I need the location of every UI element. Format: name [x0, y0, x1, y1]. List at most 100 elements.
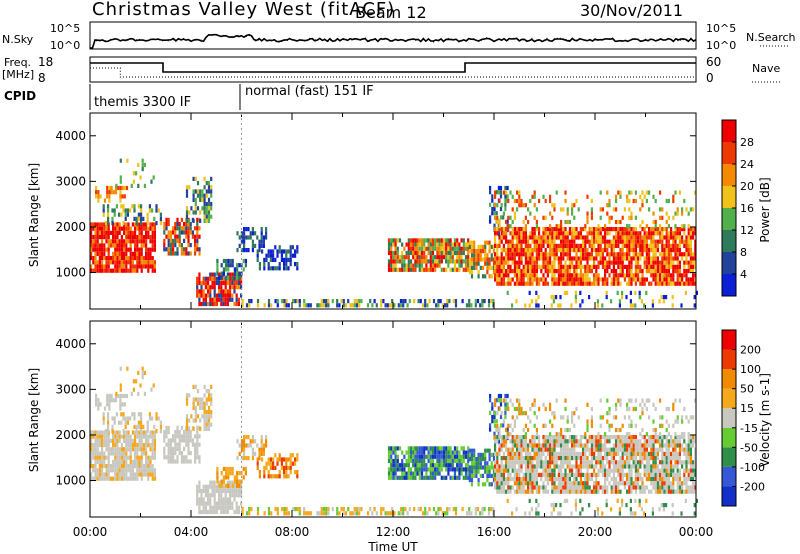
- data-cell: [498, 468, 501, 473]
- data-cell: [90, 251, 93, 256]
- data-cell: [216, 258, 219, 264]
- data-cell: [236, 263, 239, 268]
- data-cell: [560, 264, 563, 269]
- data-cell: [494, 481, 497, 486]
- data-cell: [694, 248, 697, 253]
- data-cell: [355, 303, 359, 308]
- data-cell: [453, 238, 457, 243]
- data-cell: [423, 467, 426, 472]
- data-cell: [138, 472, 141, 477]
- data-cell: [535, 243, 538, 248]
- data-cell: [120, 464, 123, 469]
- data-cell: [204, 505, 207, 510]
- data-cell: [489, 427, 492, 432]
- data-cell: [402, 303, 405, 308]
- data-cell: [577, 443, 580, 448]
- data-cell: [590, 489, 593, 494]
- data-cell: [285, 461, 288, 466]
- data-cell: [502, 269, 505, 274]
- data-cell: [226, 497, 229, 502]
- data-cell: [555, 489, 558, 494]
- data-cell: [606, 252, 609, 257]
- data-cell: [621, 264, 624, 269]
- data-cell: [303, 303, 306, 308]
- data-cell: [524, 264, 527, 269]
- data-cell: [553, 460, 556, 465]
- data-cell: [524, 227, 527, 232]
- data-cell: [533, 239, 536, 244]
- data-cell: [509, 215, 512, 220]
- data-cell: [185, 393, 189, 398]
- data-cell: [509, 447, 512, 452]
- data-cell: [95, 194, 98, 199]
- data-cell: [615, 198, 618, 204]
- data-cell: [566, 447, 569, 452]
- data-cell: [630, 235, 633, 240]
- data-cell: [626, 477, 629, 482]
- data-cell: [185, 189, 189, 194]
- data-cell: [628, 269, 631, 274]
- data-cell: [527, 269, 530, 274]
- data-cell: [231, 258, 234, 264]
- data-cell: [535, 472, 538, 477]
- data-cell: [582, 460, 585, 465]
- data-cell: [110, 393, 113, 399]
- data-cell: [118, 260, 121, 265]
- data-cell: [98, 264, 101, 269]
- data-cell: [564, 468, 567, 473]
- data-cell: [185, 193, 189, 198]
- data-cell: [151, 243, 154, 248]
- data-cell: [659, 281, 662, 286]
- data-cell: [447, 467, 450, 472]
- data-cell: [281, 507, 284, 512]
- data-cell: [272, 249, 275, 254]
- data-cell: [595, 460, 598, 465]
- data-cell: [236, 483, 239, 488]
- data-cell: [661, 451, 664, 456]
- data-cell: [222, 276, 225, 281]
- data-cell: [233, 301, 236, 307]
- data-cell: [500, 227, 503, 232]
- data-cell: [185, 414, 189, 419]
- data-cell: [138, 434, 141, 439]
- data-cell: [535, 235, 538, 240]
- data-cell: [116, 251, 119, 256]
- data-cell: [194, 384, 197, 389]
- data-cell: [601, 227, 604, 232]
- data-cell: [546, 264, 549, 269]
- data-cell: [125, 393, 129, 399]
- data-cell: [209, 276, 212, 281]
- data-cell: [639, 207, 642, 212]
- data-cell: [494, 203, 497, 208]
- data-cell: [298, 511, 301, 516]
- data-cell: [659, 435, 662, 440]
- data-cell: [632, 443, 635, 448]
- data-cell: [229, 272, 232, 277]
- data-cell: [509, 224, 512, 229]
- data-cell: [628, 207, 631, 212]
- data-cell: [652, 460, 655, 465]
- data-cell: [134, 251, 137, 256]
- data-cell: [203, 185, 206, 190]
- data-cell: [140, 226, 143, 231]
- data-cell: [595, 447, 598, 452]
- data-cell: [207, 397, 211, 402]
- data-cell: [118, 459, 121, 464]
- data-cell: [491, 198, 494, 203]
- data-cell: [568, 468, 571, 473]
- data-cell: [120, 243, 123, 248]
- data-cell: [127, 476, 130, 481]
- data-cell: [571, 464, 574, 469]
- data-cell: [423, 259, 426, 264]
- data-cell: [629, 299, 632, 304]
- data-cell: [490, 465, 493, 470]
- data-cell: [401, 463, 404, 468]
- data-cell: [643, 468, 646, 473]
- data-cell: [320, 507, 323, 512]
- data-cell: [604, 439, 607, 444]
- data-cell: [634, 468, 637, 473]
- data-cell: [412, 238, 415, 243]
- data-cell: [650, 464, 653, 469]
- data-cell: [105, 472, 108, 477]
- data-cell: [531, 464, 534, 469]
